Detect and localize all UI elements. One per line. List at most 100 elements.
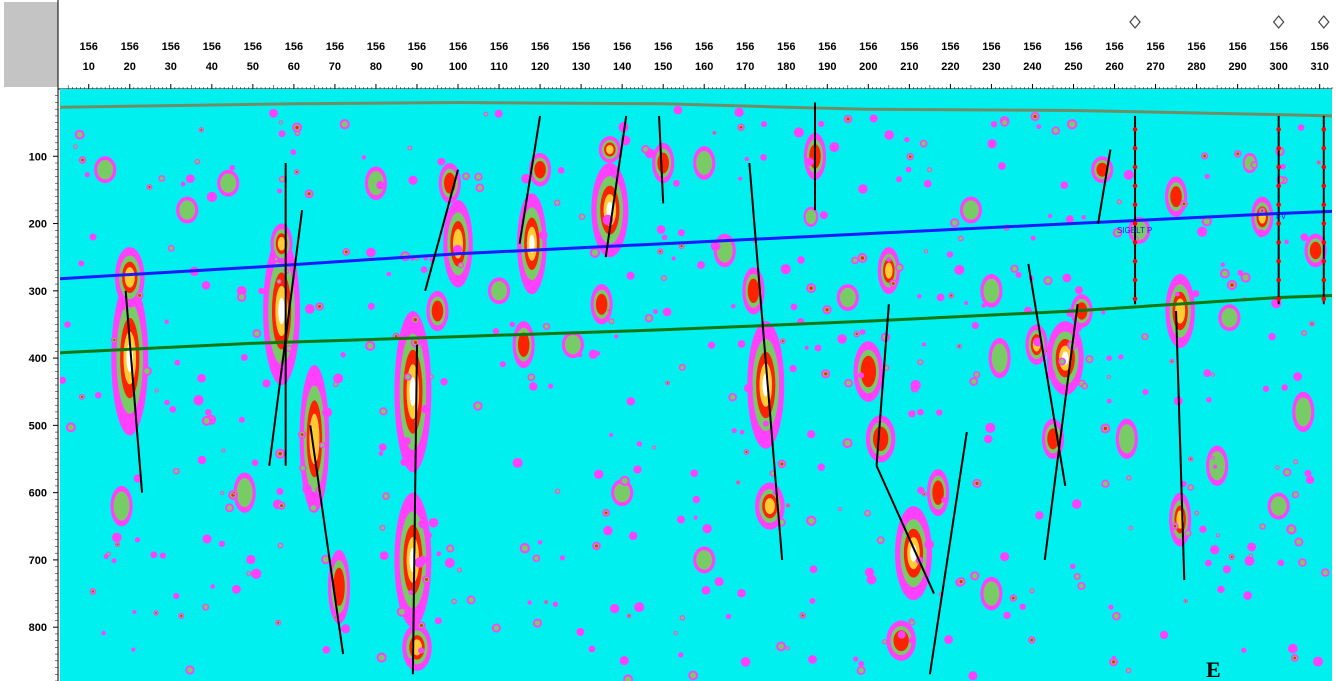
noise-dot-core: [380, 526, 385, 530]
x-tick-label-prefix: 156: [203, 41, 221, 53]
noise-dot-core: [858, 667, 864, 674]
noise-dot-core: [1030, 589, 1034, 593]
noise-dot: [559, 555, 565, 561]
noise-dot-core: [1242, 274, 1249, 281]
noise-dot-core: [1188, 485, 1193, 490]
noise-dot-core: [1284, 469, 1290, 475]
noise-dot-core: [844, 439, 851, 447]
noise-dot: [180, 181, 186, 187]
noise-dot: [626, 397, 635, 406]
noise-dot-core: [786, 647, 790, 650]
noise-dot-hot: [394, 335, 398, 338]
noise-dot-core: [1102, 481, 1108, 487]
anomaly-blob: [716, 238, 733, 263]
noise-dot-core: [625, 676, 632, 681]
noise-dot-hot: [1184, 600, 1187, 602]
noise-dot: [159, 552, 166, 559]
noise-dot-hot: [737, 481, 739, 484]
noise-dot: [1071, 499, 1082, 509]
noise-dot-core: [555, 200, 560, 205]
noise-dot: [78, 260, 85, 267]
noise-dot: [610, 170, 616, 176]
noise-dot-core: [1288, 526, 1295, 533]
x-tick-label-prefix: 156: [244, 41, 262, 53]
noise-dot: [367, 302, 375, 310]
noise-dot: [340, 352, 346, 358]
noise-dot-core: [778, 643, 785, 650]
noise-dot: [1206, 397, 1212, 403]
noise-dot-core: [1302, 331, 1306, 335]
y-tick-label: 400: [29, 353, 47, 365]
noise-dot: [636, 441, 643, 447]
noise-dot-hot: [318, 305, 321, 308]
x-tick-label: 40: [206, 61, 218, 73]
fault-line: [424, 169, 459, 292]
x-tick-label: 100: [449, 61, 467, 73]
noise-dot-core: [310, 505, 317, 511]
anomaly-blob: [747, 278, 760, 304]
anomaly-blob: [277, 236, 286, 251]
noise-dot: [538, 230, 548, 240]
noise-dot-core: [475, 403, 481, 409]
noise-dot: [174, 359, 181, 366]
noise-dot-hot: [608, 309, 611, 312]
noise-dot: [738, 176, 743, 181]
noise-dot-hot: [781, 340, 784, 343]
noise-dot: [808, 655, 817, 664]
noise-dot: [725, 613, 732, 620]
fault-line: [124, 290, 144, 493]
noise-dot-core: [1185, 531, 1191, 536]
noise-dot-core: [1293, 492, 1298, 497]
x-tick-label-prefix: 156: [982, 41, 1000, 53]
faults: [124, 102, 1327, 675]
noise-dot: [576, 627, 585, 636]
noise-dot: [924, 539, 934, 550]
anomaly-blob: [839, 287, 856, 308]
anomaly-blob: [409, 377, 417, 407]
anomaly-blob: [860, 355, 877, 388]
noise-dot: [809, 565, 818, 574]
noise-dot: [760, 154, 767, 161]
corner-letter: E: [1206, 657, 1221, 681]
noise-dot: [864, 567, 875, 578]
noise-dot: [789, 364, 797, 373]
noise-dot: [807, 430, 816, 439]
noise-dot: [731, 304, 736, 309]
noise-dot: [290, 149, 297, 155]
noise-dot: [164, 319, 169, 324]
noise-dot-hot: [1112, 660, 1116, 664]
noise-dot: [762, 420, 769, 427]
anomaly-blob: [962, 200, 979, 220]
x-tick-label: 90: [411, 61, 423, 73]
noise-dot: [440, 377, 448, 386]
well-marker-icon: [1318, 15, 1330, 29]
noise-dot-core: [1216, 534, 1220, 537]
noise-dot: [619, 656, 629, 666]
noise-dot-hot: [295, 171, 298, 174]
noise-dot: [1123, 169, 1134, 180]
noise-dot: [1062, 273, 1072, 283]
x-tick-label-prefix: 156: [1187, 41, 1205, 53]
noise-dot-hot: [1103, 426, 1108, 431]
x-tick-label-prefix: 156: [695, 41, 713, 53]
x-tick-label: 190: [818, 61, 836, 73]
noise-dot-hot: [180, 614, 183, 617]
noise-dot: [1036, 124, 1042, 130]
anomaly-blob: [309, 413, 320, 464]
noise-dot-hot: [659, 250, 662, 253]
noise-dot: [537, 540, 543, 545]
noise-dot-hot: [1033, 114, 1037, 119]
noise-dot: [193, 395, 204, 406]
noise-dot: [866, 574, 877, 585]
noise-dot-hot: [1236, 152, 1240, 156]
noise-dot: [595, 351, 601, 356]
well-pick-dot: [1132, 258, 1138, 264]
anomaly-blob: [1170, 186, 1182, 208]
noise-dot: [692, 495, 701, 504]
noise-dot-hot: [860, 256, 865, 260]
noise-dot-core: [690, 672, 697, 679]
noise-dot: [1300, 233, 1309, 242]
noise-dot-core: [1221, 270, 1228, 277]
anomaly-blob: [1118, 424, 1135, 454]
noise-dot-core: [1082, 384, 1087, 389]
